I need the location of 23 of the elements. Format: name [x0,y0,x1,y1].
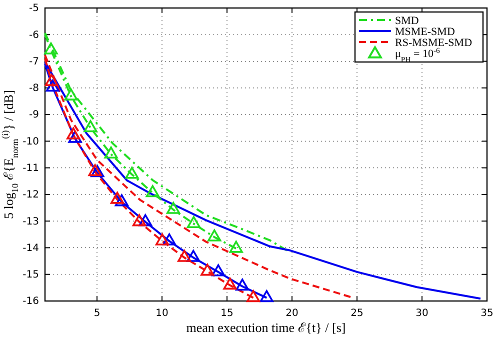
legend-label: MSME-SMD [395,26,455,38]
x-axis-title: mean execution time ℰ{t} / [s] [186,320,346,335]
y-tick-label: -8 [29,83,39,94]
y-tick-label: -15 [22,270,39,281]
legend-label: SMD [395,15,419,27]
y-tick-label: -16 [22,296,39,308]
x-tick-label: 15 [220,308,234,320]
y-tick-label: -5 [29,3,39,14]
y-tick-label: -9 [29,110,39,121]
legend-label: RS-MSME-SMD [395,37,472,49]
y-tick-label: -11 [22,163,39,174]
x-tick-label: 20 [286,308,298,320]
x-tick-label: 25 [350,308,364,320]
y-tick-label: -12 [22,190,39,201]
x-tick-label: 35 [480,308,494,320]
y-tick-label: -10 [22,136,39,148]
y-tick-label: -13 [22,216,39,228]
x-tick-label: 10 [156,308,168,320]
y-tick-label: -14 [22,242,39,254]
y-tick-label: -6 [29,30,39,41]
x-tick-label: 30 [416,308,428,320]
y-tick-label: -7 [29,56,39,68]
x-tick-label: 5 [94,308,100,320]
